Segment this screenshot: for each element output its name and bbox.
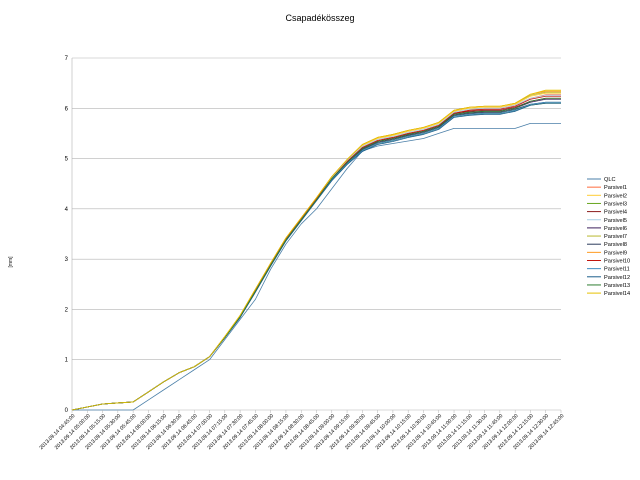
legend-label: Parsivel1 (604, 185, 627, 191)
legend-label: Parsivel13 (604, 283, 630, 289)
legend-label: Parsivel12 (604, 275, 630, 281)
series-line (71, 91, 561, 411)
series-lines (71, 89, 561, 411)
y-tick-label: 2 (65, 307, 69, 313)
series-line (71, 95, 561, 411)
series-line (71, 101, 561, 411)
legend-label: QLC (604, 177, 616, 183)
series-line (72, 122, 561, 411)
legend-label: Parsivel2 (604, 193, 627, 199)
legend-label: Parsivel8 (604, 242, 627, 248)
series-line (71, 90, 561, 411)
y-tick-label: 6 (65, 106, 69, 112)
grid-lines (71, 57, 561, 411)
series-line (71, 97, 561, 411)
series-line (71, 97, 561, 411)
series-line (71, 102, 561, 411)
legend-label: Parsivel11 (604, 267, 630, 273)
series-line (71, 92, 561, 411)
series-line (71, 94, 561, 411)
y-tick-label: 0 (65, 408, 69, 414)
series-line (71, 102, 561, 411)
series-line (71, 101, 561, 411)
y-tick-label: 3 (65, 257, 69, 263)
legend-label: Parsivel5 (604, 218, 627, 224)
y-tick-label: 1 (65, 358, 69, 364)
legend-label: Parsivel9 (604, 250, 627, 256)
legend-label: Parsivel4 (604, 210, 627, 216)
chart-title: Csapadékösszeg (285, 13, 354, 23)
y-tick-label: 5 (65, 157, 69, 163)
legend-label: Parsivel3 (604, 201, 627, 207)
series-line (71, 94, 561, 411)
legend-label: Parsivel7 (604, 234, 627, 240)
y-axis-label: [mm] (8, 256, 14, 268)
legend-label: Parsivel6 (604, 226, 627, 232)
y-tick-label: 7 (65, 56, 69, 62)
legend-label: Parsivel14 (604, 291, 630, 297)
series-line (71, 98, 561, 411)
y-tick-label: 4 (65, 207, 69, 213)
y-axis-ticks: 0 1 2 3 4 5 6 7 (65, 56, 69, 414)
legend-label: Parsivel10 (604, 259, 630, 265)
series-line (71, 89, 561, 411)
legend: QLC Parsivel1 Parsivel2 Parsivel3 Parsivel4 P… (587, 177, 630, 297)
